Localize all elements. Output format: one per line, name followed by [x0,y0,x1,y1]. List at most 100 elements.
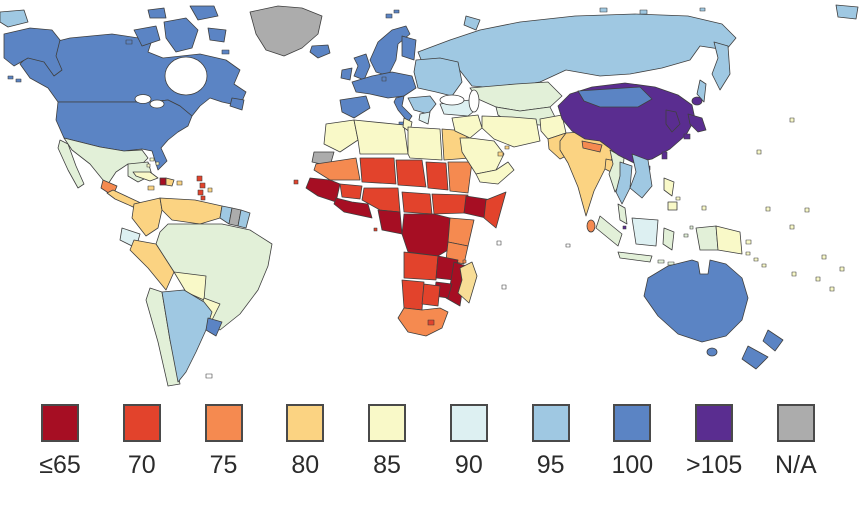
legend-label: N/A [775,451,817,479]
black-sea [439,94,465,106]
region-dominican-republic [165,177,175,187]
region-sudan [447,161,473,194]
region-finland [401,35,417,61]
legend-label: 100 [611,451,654,479]
legend-label: 95 [536,451,565,479]
region-bahamas [146,157,160,168]
region-botswana [421,283,441,307]
region-niger [395,159,427,188]
region-eastern-europe [413,57,463,97]
legend-item: 70 [112,404,172,507]
region-arctic-islands [125,5,230,55]
region-japan [683,96,707,140]
region-uruguay [205,317,223,337]
legend-item: 80 [275,404,335,507]
legend-label: 70 [127,451,156,479]
legend-swatch [368,404,407,442]
world-map-container [0,4,859,387]
region-australia [643,259,749,357]
legend-item: N/A [766,404,826,507]
region-namibia [401,279,425,311]
region-senegal-guinea [305,177,341,203]
region-kenya-uganda [447,217,475,247]
legend-swatch [204,404,243,442]
legend-swatch [613,404,652,442]
legend-item: 75 [194,404,254,507]
region-greece [418,111,431,125]
legend-label: 80 [291,451,320,479]
region-indonesia [595,215,694,266]
legend-item: 90 [439,404,499,507]
region-mali [359,157,397,185]
region-thailand [615,161,633,205]
region-singapore [622,225,627,230]
legend-label: 75 [209,451,238,479]
legend-label: 85 [373,451,401,479]
region-gulf-states [497,145,510,157]
region-french-guiana [237,209,251,229]
region-south-africa [397,307,449,337]
region-somalia [483,191,507,229]
region-south-sudan [431,193,469,215]
region-mongolia [577,86,653,108]
region-united-kingdom [353,53,371,81]
legend-swatch [531,404,570,442]
region-saudi-arabia [459,137,505,175]
region-barbados [207,187,213,193]
region-sao-tome [373,227,378,232]
region-jamaica [147,185,155,191]
region-angola [403,251,439,281]
region-russia [0,4,859,103]
region-argentina [161,289,213,383]
region-lesser-antilles [196,175,206,201]
region-sri-lanka [586,219,596,233]
region-svalbard [385,9,400,19]
region-pacific-islands [701,117,845,292]
region-west-papua [695,225,719,251]
region-colombia [131,197,163,237]
legend-item: 85 [357,404,417,507]
region-burkina-faso [339,183,363,200]
region-malay-peninsula [617,203,628,225]
region-syria-iraq [451,114,483,139]
region-dr-congo [401,213,451,257]
legend: ≤65 70 75 80 85 90 95 100 [0,398,860,507]
region-iran [481,115,541,148]
region-philippines [663,177,681,211]
region-venezuela [159,197,223,225]
caspian-sea [468,89,480,113]
region-korea [665,109,681,133]
region-western-europe [351,71,417,99]
legend-item: 95 [521,404,581,507]
region-west-africa-coast [333,197,373,219]
legend-swatch [695,404,734,442]
region-peru [129,239,175,291]
legend-item: ≤65 [30,404,90,507]
region-cameroon-gabon [377,209,403,235]
region-mauritania [313,157,361,181]
region-lesotho [427,319,435,326]
legend-swatch [776,404,815,442]
legend-swatch [122,404,161,442]
region-borneo [631,217,659,247]
region-central-african-republic [401,191,433,215]
world-map [0,4,859,387]
region-indian-ocean-islands [496,240,571,290]
legend-swatch [449,404,488,442]
region-cape-verde [293,179,299,185]
region-comoros [462,259,467,264]
region-haiti [159,177,167,186]
region-iceland [309,44,331,59]
region-yemen-oman [475,161,515,185]
region-algeria [353,119,409,155]
region-taiwan [661,151,668,160]
region-papua-new-guinea [715,225,752,255]
legend-label: ≤65 [39,451,81,479]
region-balkans [407,95,437,115]
hudson-bay [164,56,208,96]
region-cuba [132,171,159,182]
region-libya [407,126,443,161]
great-lake-1 [134,94,152,104]
region-alaska [3,27,63,83]
region-greenland [249,5,323,57]
